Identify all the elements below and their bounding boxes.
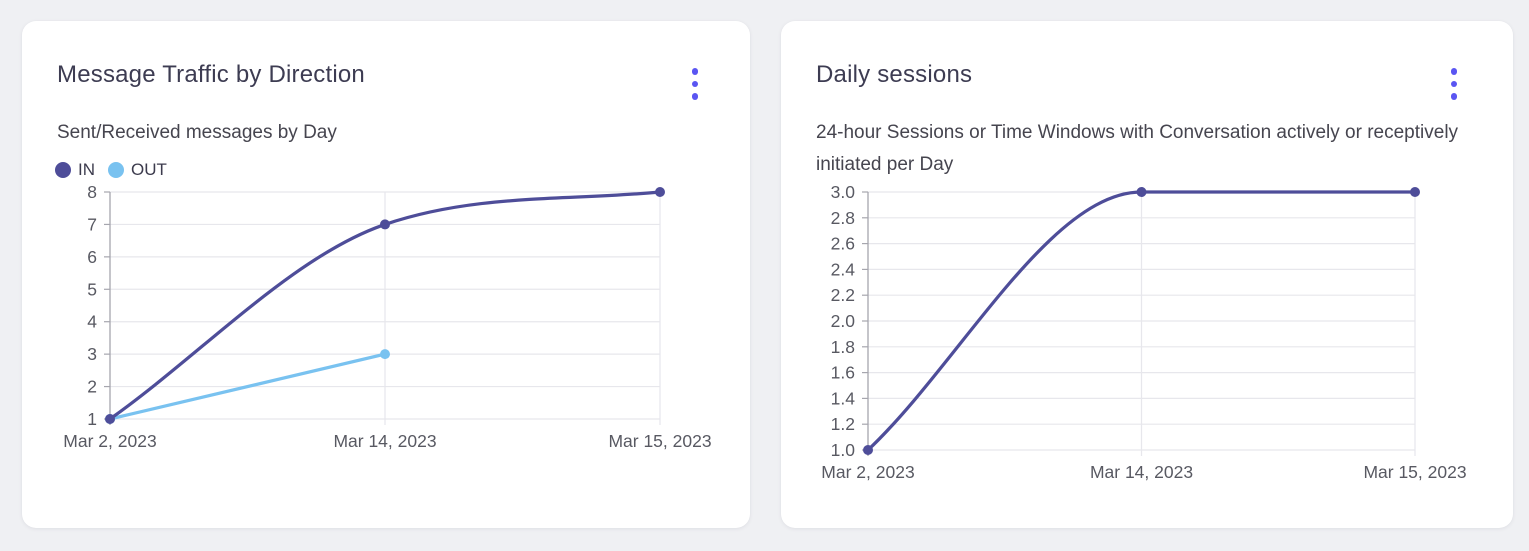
y-axis-tick-label: 1.2 — [831, 414, 855, 434]
y-axis-tick-label: 1.0 — [831, 440, 856, 460]
legend-item-out: OUT — [108, 160, 167, 180]
y-axis-tick-label: 1.4 — [831, 388, 856, 408]
y-axis-tick-label: 4 — [87, 312, 97, 332]
y-axis-tick-label: 5 — [87, 279, 97, 299]
y-axis-tick-label: 1.6 — [831, 363, 855, 383]
x-axis-tick-label: Mar 2, 2023 — [821, 462, 914, 482]
legend-label: IN — [78, 160, 95, 179]
data-point-daily-sessions — [863, 445, 873, 455]
y-axis-tick-label: 2.4 — [831, 259, 856, 279]
chart-legend: IN OUT — [55, 160, 167, 180]
legend-swatch-icon — [108, 162, 124, 178]
kebab-menu-icon[interactable] — [1441, 61, 1467, 107]
data-point-in — [655, 187, 665, 197]
legend-swatch-icon — [55, 162, 71, 178]
kebab-dot — [1450, 93, 1458, 100]
card-subtitle-daily-sessions: 24-hour Sessions or Time Windows with Co… — [816, 122, 1459, 175]
y-axis-tick-label: 2.0 — [831, 311, 856, 331]
y-axis-tick-label: 3.0 — [831, 182, 856, 202]
x-axis-tick-label: Mar 15, 2023 — [1363, 462, 1466, 482]
kebab-dot — [691, 93, 699, 100]
kebab-menu-icon[interactable] — [682, 61, 708, 107]
line-chart-daily-sessions: 1.0 1.2 1.4 1.6 1.8 2.0 2.2 2.4 2.6 2.8 3.0 Mar 2, … — [821, 182, 1466, 482]
data-point-in — [380, 219, 390, 230]
kebab-dot — [691, 80, 699, 88]
y-axis-tick-label: 2.8 — [831, 208, 855, 228]
y-axis-tick-label: 8 — [87, 182, 97, 202]
card-subtitle-message-traffic: Sent/Received messages by Day — [57, 122, 337, 143]
kebab-dot — [1450, 68, 1458, 75]
series-line-out — [108, 352, 387, 421]
kebab-dot — [691, 68, 699, 75]
x-axis-tick-label: Mar 15, 2023 — [608, 431, 711, 451]
line-chart-message-traffic: 1 2 3 4 5 6 7 8 Mar 2, 2023 Mar 14, 2023 Mar 15, 2… — [63, 182, 711, 451]
y-axis-tick-label: 3 — [87, 344, 97, 364]
x-axis-tick-label: Mar 14, 2023 — [333, 431, 436, 451]
y-axis-tick-label: 7 — [87, 214, 97, 234]
card-message-traffic: Message Traffic by Direction Sent/Receiv… — [22, 21, 750, 528]
y-axis-tick-label: 2.6 — [831, 234, 855, 254]
legend-item-in: IN — [55, 160, 95, 180]
y-axis-tick-label: 2.2 — [831, 285, 855, 305]
y-axis-tick-label: 1 — [87, 409, 97, 429]
data-point-in — [105, 414, 115, 424]
series-line-daily-sessions — [866, 190, 1417, 452]
data-point-daily-sessions — [1136, 187, 1147, 197]
card-daily-sessions: Daily sessions 24-hour Sessions or Time … — [781, 21, 1513, 528]
x-axis-tick-label: Mar 2, 2023 — [63, 431, 156, 451]
data-point-out — [380, 349, 390, 360]
y-axis-tick-label: 6 — [87, 247, 97, 267]
y-axis-tick-label: 1.8 — [831, 337, 855, 357]
kebab-dot — [1450, 80, 1458, 88]
y-axis-tick-label: 2 — [87, 377, 97, 397]
card-title-daily-sessions: Daily sessions — [816, 61, 973, 88]
data-point-daily-sessions — [1410, 187, 1420, 197]
card-title-message-traffic: Message Traffic by Direction — [57, 61, 365, 88]
x-axis-tick-label: Mar 14, 2023 — [1090, 462, 1193, 482]
legend-label: OUT — [131, 160, 167, 179]
